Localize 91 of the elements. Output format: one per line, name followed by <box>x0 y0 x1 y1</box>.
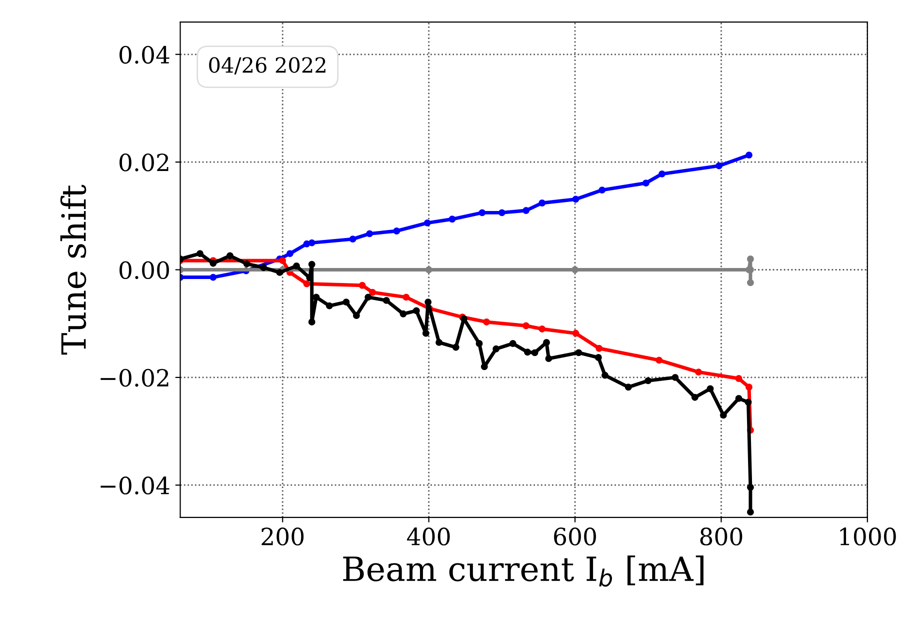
point <box>412 307 420 314</box>
point <box>276 268 284 276</box>
point <box>746 279 754 286</box>
point <box>642 180 650 187</box>
y-tick-label: 0.02 <box>120 154 168 172</box>
point <box>545 355 552 362</box>
point <box>598 186 606 194</box>
point <box>326 302 333 310</box>
point <box>393 228 400 234</box>
point <box>735 375 742 382</box>
point <box>498 209 506 216</box>
point <box>746 256 754 262</box>
point <box>531 349 538 356</box>
point <box>744 398 752 406</box>
point <box>424 298 432 306</box>
x-tick-label: 800 <box>700 528 742 546</box>
point <box>746 152 752 159</box>
point <box>364 294 372 301</box>
point <box>425 266 432 274</box>
point <box>349 236 356 243</box>
point <box>656 356 663 364</box>
point <box>543 338 550 346</box>
point <box>476 340 483 347</box>
point <box>358 282 366 289</box>
point <box>308 318 316 326</box>
point <box>720 412 727 419</box>
point <box>735 394 742 402</box>
point <box>658 170 666 178</box>
point <box>572 196 580 203</box>
point <box>352 312 360 319</box>
point <box>538 200 546 206</box>
point <box>422 330 430 337</box>
point <box>452 344 460 351</box>
point <box>366 230 374 238</box>
point <box>369 288 376 296</box>
point <box>402 294 410 301</box>
point <box>644 377 652 384</box>
point <box>695 368 702 376</box>
y-tick-label: 0.00 <box>120 261 169 280</box>
point <box>226 252 234 260</box>
point <box>572 266 578 274</box>
point <box>382 296 390 304</box>
point <box>524 348 531 356</box>
point <box>312 294 320 301</box>
point <box>342 298 350 306</box>
point <box>746 384 752 391</box>
annotation: 04/26 2022 <box>209 57 326 75</box>
point <box>210 260 217 267</box>
point <box>478 209 486 216</box>
point <box>448 216 456 223</box>
point <box>293 262 300 270</box>
y-tick-label: −0.04 <box>100 476 170 494</box>
x-tick-label: 200 <box>262 528 304 546</box>
point <box>596 344 603 352</box>
point <box>492 345 500 352</box>
point <box>522 322 530 330</box>
point <box>706 385 714 392</box>
x-tick-label: 1000 <box>840 528 896 546</box>
point <box>196 250 204 258</box>
point <box>260 264 268 272</box>
point <box>509 340 516 347</box>
point <box>303 280 310 288</box>
point <box>480 363 488 370</box>
point <box>538 326 546 332</box>
point <box>594 354 602 361</box>
point <box>436 338 443 346</box>
y-tick-label: −0.02 <box>100 368 168 387</box>
point <box>400 310 407 318</box>
point <box>716 162 722 170</box>
point <box>575 349 582 356</box>
point <box>286 250 294 258</box>
point <box>572 330 580 337</box>
point <box>602 372 608 379</box>
point <box>308 239 316 246</box>
point <box>243 260 250 268</box>
x-tick-label: 400 <box>406 528 450 546</box>
x-axis-title: Beam current I$_{b}$ [mA] <box>343 556 704 587</box>
point <box>308 260 316 268</box>
point <box>672 374 679 381</box>
x-tick-label: 600 <box>554 528 596 546</box>
point <box>746 484 754 491</box>
y-tick-label: 0.04 <box>120 46 170 64</box>
point <box>210 274 217 281</box>
point <box>424 219 431 226</box>
point <box>624 384 632 391</box>
point <box>279 257 286 264</box>
y-axis-title: Tune shift <box>60 184 86 355</box>
point <box>691 394 698 401</box>
point <box>746 508 754 516</box>
point <box>522 207 530 214</box>
point <box>483 318 490 326</box>
